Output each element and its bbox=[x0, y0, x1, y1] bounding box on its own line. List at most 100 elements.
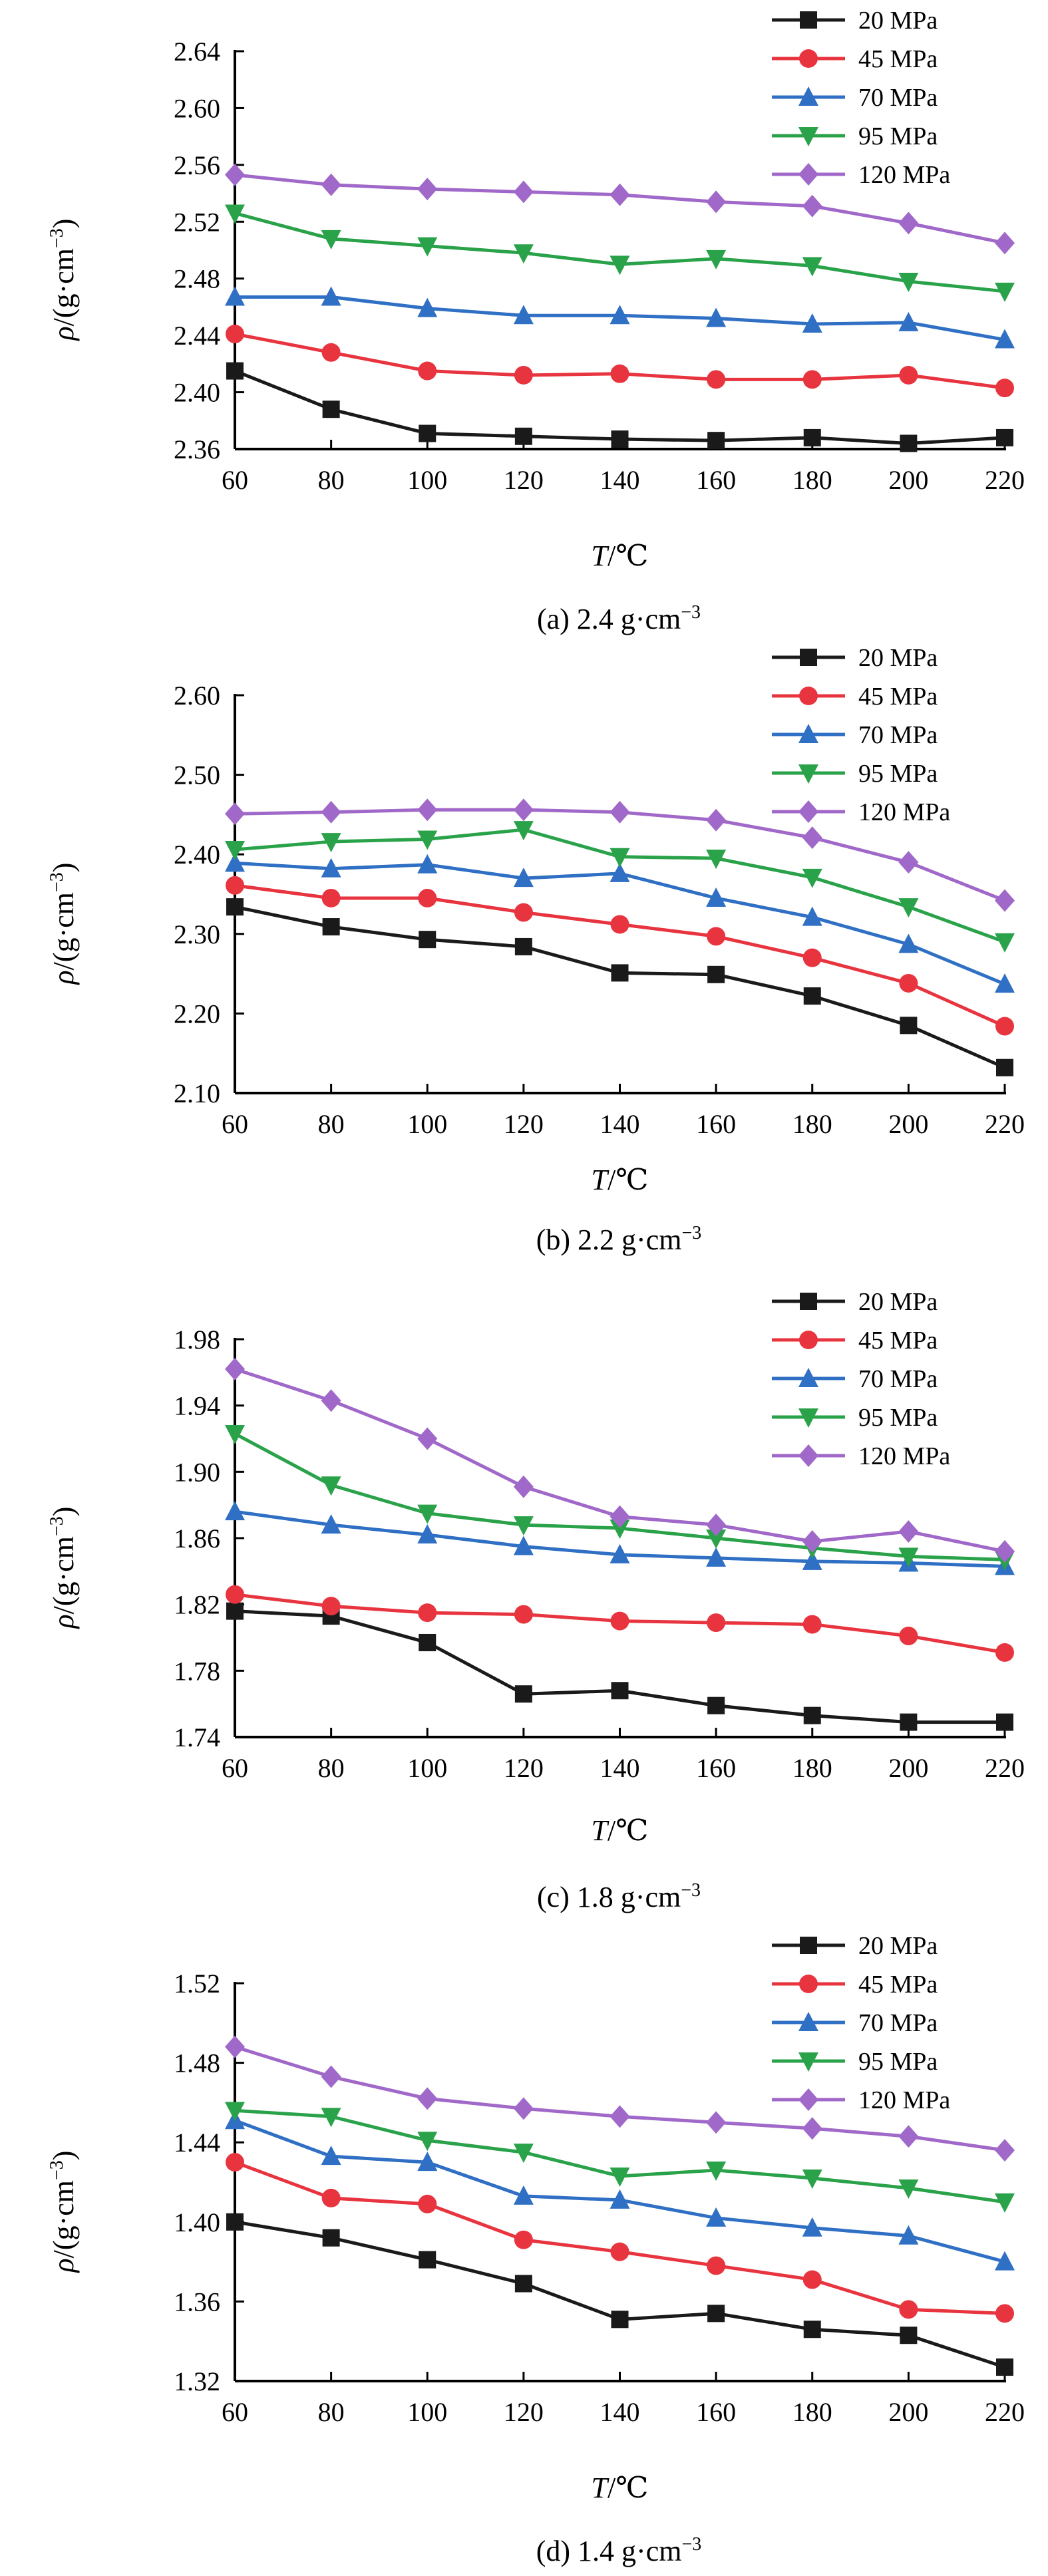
series-line bbox=[234, 212, 1005, 293]
data-point bbox=[226, 876, 244, 895]
data-point bbox=[417, 237, 438, 257]
data-point bbox=[995, 1643, 1014, 1662]
data-point bbox=[513, 2185, 534, 2205]
data-point bbox=[321, 230, 341, 249]
data-point bbox=[610, 305, 630, 325]
data-point bbox=[995, 2251, 1015, 2271]
series-95-mpa bbox=[225, 204, 1015, 302]
y-tick-label: 1.52 bbox=[174, 1969, 220, 1999]
legend-label: 120 MPa bbox=[858, 1442, 950, 1470]
x-axis-title: T/℃ bbox=[592, 1164, 649, 1196]
legend-marker bbox=[800, 649, 817, 666]
data-point bbox=[322, 918, 340, 936]
data-point bbox=[802, 2270, 822, 2289]
data-point bbox=[995, 232, 1015, 255]
data-point bbox=[610, 2168, 630, 2187]
x-tick-label: 220 bbox=[985, 2397, 1025, 2427]
data-point bbox=[995, 329, 1015, 349]
x-tick-label: 160 bbox=[696, 1753, 736, 1783]
data-point bbox=[706, 2162, 727, 2181]
data-point bbox=[706, 808, 727, 832]
series-120-mpa bbox=[225, 2035, 1015, 2162]
data-point bbox=[321, 800, 341, 824]
data-point bbox=[706, 1514, 727, 1537]
x-tick-label: 200 bbox=[888, 1109, 928, 1139]
y-tick-label: 2.44 bbox=[174, 321, 220, 351]
data-point bbox=[803, 1706, 821, 1724]
x-tick-label: 120 bbox=[504, 465, 544, 495]
data-point bbox=[706, 2111, 727, 2134]
data-point bbox=[513, 1516, 534, 1536]
panel-d: 1.32 1.36 1.40 1.44 1.48 1.52 60 80 100 120 140 160… bbox=[47, 1932, 1025, 2567]
x-tick-label: 80 bbox=[318, 1753, 345, 1783]
data-point bbox=[321, 173, 341, 196]
legend-marker bbox=[798, 163, 818, 186]
data-point bbox=[225, 1357, 245, 1380]
legend-marker bbox=[798, 1368, 818, 1387]
data-point bbox=[610, 848, 630, 868]
data-point bbox=[802, 2117, 822, 2140]
panel-caption: (b) 2.2 g·cm−3 bbox=[536, 1223, 702, 1256]
legend-label: 95 MPa bbox=[858, 122, 938, 150]
series-45-mpa bbox=[226, 1585, 1014, 1662]
data-point bbox=[225, 163, 245, 186]
y-tick-label: 1.98 bbox=[174, 1325, 220, 1355]
series-20-mpa bbox=[226, 1602, 1013, 1731]
legend-label: 20 MPa bbox=[858, 1288, 938, 1316]
x-tick-label: 220 bbox=[985, 1109, 1025, 1139]
data-point bbox=[610, 183, 630, 206]
data-point bbox=[321, 1476, 341, 1496]
data-point bbox=[899, 365, 918, 385]
data-point bbox=[226, 325, 244, 344]
legend-marker bbox=[799, 1975, 818, 1993]
y-axis-title: ρ/(g·cm−3) bbox=[47, 219, 80, 342]
series-20-mpa bbox=[226, 898, 1013, 1076]
legend-marker bbox=[799, 49, 818, 68]
panel-a: 2.36 2.40 2.44 2.48 2.52 2.56 2.60 2.64 60 80 100 1… bbox=[47, 7, 1025, 635]
series-70-mpa bbox=[225, 286, 1015, 349]
data-point bbox=[898, 212, 919, 235]
x-tick-label: 160 bbox=[696, 1109, 736, 1139]
data-point bbox=[803, 2321, 821, 2338]
data-point bbox=[900, 434, 918, 452]
x-tick-label: 200 bbox=[888, 2397, 928, 2427]
x-tick-label: 220 bbox=[985, 1753, 1025, 1783]
y-tick-label: 1.82 bbox=[174, 1590, 220, 1620]
data-point bbox=[225, 852, 245, 872]
data-point bbox=[802, 2217, 822, 2237]
data-point bbox=[803, 987, 821, 1005]
data-point bbox=[514, 2275, 532, 2293]
y-tick-label: 2.30 bbox=[174, 919, 220, 949]
data-point bbox=[706, 2207, 727, 2227]
data-point bbox=[706, 1547, 727, 1567]
data-point bbox=[995, 933, 1015, 953]
data-point bbox=[417, 798, 438, 822]
data-point bbox=[996, 1058, 1013, 1076]
data-point bbox=[417, 1504, 438, 1524]
data-point bbox=[610, 915, 629, 934]
legend-label: 20 MPa bbox=[858, 1932, 938, 1960]
series-45-mpa bbox=[226, 325, 1014, 398]
data-point bbox=[898, 933, 919, 953]
y-tick-label: 2.56 bbox=[174, 150, 220, 180]
y-tick-label: 1.36 bbox=[174, 2287, 220, 2317]
y-tick-label: 2.50 bbox=[174, 760, 220, 790]
data-point bbox=[899, 1627, 918, 1646]
data-point bbox=[610, 1520, 630, 1539]
legend-label: 120 MPa bbox=[858, 2086, 950, 2114]
y-axis-title: ρ/(g·cm−3) bbox=[47, 1507, 80, 1630]
data-point bbox=[898, 851, 919, 874]
data-point bbox=[513, 868, 534, 887]
data-point bbox=[321, 2108, 341, 2128]
legend-marker bbox=[798, 127, 818, 146]
data-point bbox=[226, 1585, 244, 1604]
data-point bbox=[418, 361, 437, 381]
data-point bbox=[995, 889, 1015, 912]
x-tick-label: 80 bbox=[318, 1109, 345, 1139]
x-tick-label: 60 bbox=[222, 1753, 248, 1783]
data-point bbox=[513, 1475, 534, 1498]
x-tick-label: 180 bbox=[792, 2397, 832, 2427]
data-point bbox=[226, 898, 244, 916]
data-point bbox=[706, 190, 727, 214]
legend-label: 95 MPa bbox=[858, 2048, 938, 2076]
